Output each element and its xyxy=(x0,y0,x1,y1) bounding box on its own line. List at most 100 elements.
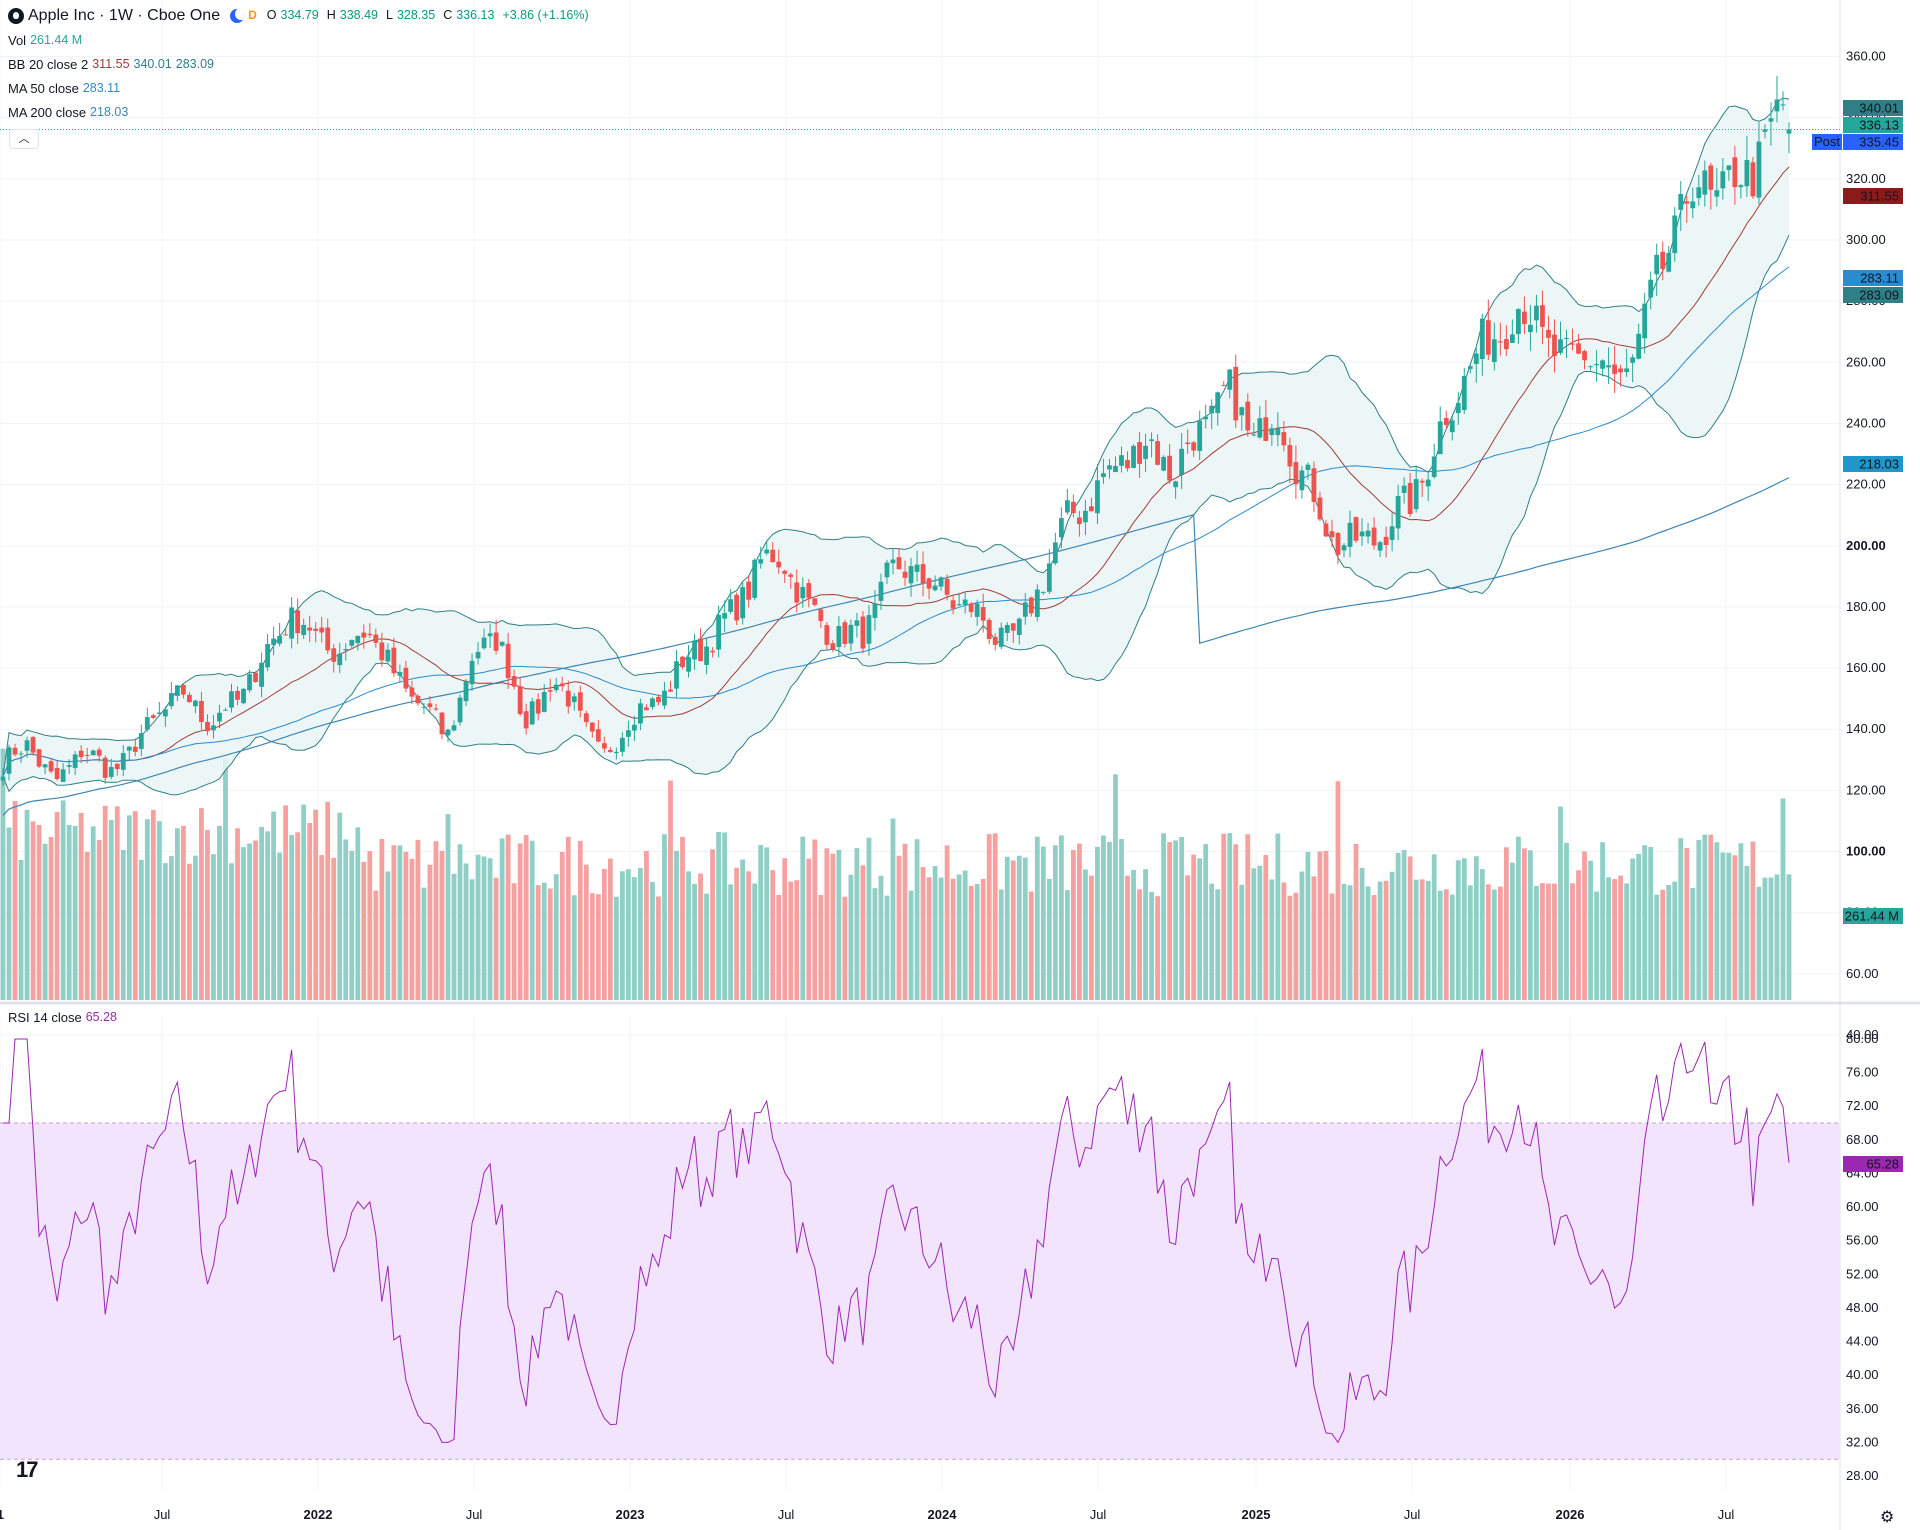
bb-lower-line xyxy=(2,234,1790,796)
volume-bar xyxy=(920,867,926,1000)
volume-bar xyxy=(962,870,968,1000)
candle xyxy=(776,561,782,568)
volume-bar xyxy=(1702,834,1708,1000)
candle xyxy=(1786,129,1792,134)
volume-bar xyxy=(1287,895,1293,1000)
volume-bar xyxy=(205,829,210,1000)
time-tick-label: Jul xyxy=(1404,1507,1421,1522)
time-tick-label: Jul xyxy=(466,1507,483,1522)
volume-bar xyxy=(806,858,812,1000)
volume-bar xyxy=(499,838,505,1000)
candle xyxy=(84,754,90,756)
bb-fill xyxy=(3,98,1789,795)
bb-basis-tag-bg xyxy=(1843,188,1903,204)
volume-bar xyxy=(1588,860,1593,1000)
volume-bar xyxy=(1612,879,1618,1000)
legend-volume[interactable]: Vol 261.44 M xyxy=(8,32,82,49)
candle xyxy=(1311,468,1317,502)
volume-bar xyxy=(884,895,890,1000)
candle xyxy=(523,711,529,729)
volume-bar xyxy=(120,849,126,1000)
volume-bar xyxy=(1431,854,1437,1000)
volume-bar xyxy=(253,840,258,1000)
rsi-tick-label: 44.00 xyxy=(1846,1334,1879,1349)
volume-bar xyxy=(475,854,481,1000)
volume-bar xyxy=(241,847,246,1000)
legend-ma50[interactable]: MA 50 close 283.11 xyxy=(8,80,120,97)
volume-bar xyxy=(138,859,144,1000)
volume-bar xyxy=(1347,885,1353,1000)
post-tag-text: Post xyxy=(1814,134,1840,149)
volume-bar xyxy=(1660,889,1666,1000)
volume-bar xyxy=(547,888,553,1000)
settings-gear-icon[interactable]: ⚙ xyxy=(1880,1509,1895,1526)
candle xyxy=(1052,542,1058,564)
candle xyxy=(1149,439,1154,442)
candle xyxy=(1293,462,1299,485)
volume-bar xyxy=(1564,842,1569,1000)
candle xyxy=(30,737,36,753)
candle xyxy=(974,603,980,617)
price-tick-label: 40.00 xyxy=(1846,1027,1879,1042)
candle xyxy=(764,549,770,554)
volume-bar xyxy=(662,834,667,1000)
volume-bar xyxy=(1630,858,1636,1000)
candle xyxy=(499,641,505,646)
candle xyxy=(1257,418,1263,438)
candle xyxy=(132,746,138,752)
volume-bar xyxy=(758,844,764,1000)
candle xyxy=(644,707,649,711)
candle xyxy=(1455,402,1461,414)
candle xyxy=(1305,464,1311,470)
symbol-header[interactable]: Apple Inc · 1W · Cboe One D O 334.79 H 338… xyxy=(8,7,593,24)
tradingview-logo-icon[interactable]: 17 xyxy=(16,1457,39,1482)
volume-bar xyxy=(349,851,355,1000)
volume-bar xyxy=(836,849,842,1000)
candle xyxy=(1473,353,1479,364)
candle xyxy=(1732,157,1738,188)
collapse-legend-button[interactable]: ︿ xyxy=(9,129,39,149)
candle xyxy=(48,761,54,772)
candle xyxy=(60,769,66,782)
volume-bar xyxy=(439,850,445,1000)
volume-bar xyxy=(788,881,794,1000)
volume-bar xyxy=(734,867,740,1000)
volume-bar xyxy=(764,847,770,1000)
candle xyxy=(451,725,457,731)
candle xyxy=(289,607,295,639)
candle xyxy=(1227,369,1233,390)
volume-bar xyxy=(463,863,469,1000)
volume-bar xyxy=(1708,834,1714,1000)
volume-bar xyxy=(1095,846,1100,1000)
candle xyxy=(1107,465,1112,470)
candle xyxy=(1624,368,1630,373)
legend-bollinger[interactable]: BB 20 close 2 311.55 340.01 283.09 xyxy=(8,56,214,73)
volume-bar xyxy=(1648,846,1654,1000)
volume-bar xyxy=(283,805,289,1000)
delayed-badge[interactable]: D xyxy=(248,8,257,22)
legend-ma200[interactable]: MA 200 close 218.03 xyxy=(8,104,128,121)
volume-bar xyxy=(1107,841,1112,1000)
low-label: L xyxy=(386,8,393,22)
candle xyxy=(415,695,421,704)
volume-bar xyxy=(1606,877,1611,1000)
rsi-tag-bg xyxy=(1843,1156,1903,1172)
candle xyxy=(619,737,625,752)
volume-bar xyxy=(1263,854,1269,1000)
volume-bar xyxy=(1275,833,1281,1000)
ma200-tag: 218.03 xyxy=(1843,456,1903,472)
volume-bar xyxy=(469,879,475,1000)
moving-averages xyxy=(2,266,1790,816)
time-tick-label: 2025 xyxy=(1242,1507,1271,1522)
candle xyxy=(1509,334,1515,343)
candle xyxy=(313,628,319,631)
market-closed-icon[interactable] xyxy=(230,7,248,23)
volume-bar xyxy=(1329,893,1335,1000)
volume-bar xyxy=(1040,846,1046,1000)
candle xyxy=(1173,481,1179,488)
volume-bar xyxy=(1221,833,1227,1000)
volume-bar xyxy=(355,827,361,1000)
candle xyxy=(583,713,589,723)
legend-rsi[interactable]: RSI 14 close 65.28 xyxy=(8,1009,117,1026)
